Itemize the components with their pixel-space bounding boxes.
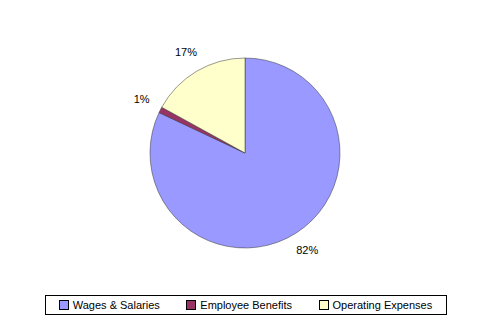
svg-text:17%: 17%: [175, 46, 197, 58]
svg-text:82%: 82%: [296, 244, 318, 256]
svg-text:1%: 1%: [134, 93, 150, 105]
html-text:Wages & Salaries: Wages & Salaries: [72, 299, 160, 311]
html-text:Employee Benefits: Employee Benefits: [200, 299, 292, 311]
html-text:Operating Expenses: Operating Expenses: [332, 299, 433, 311]
